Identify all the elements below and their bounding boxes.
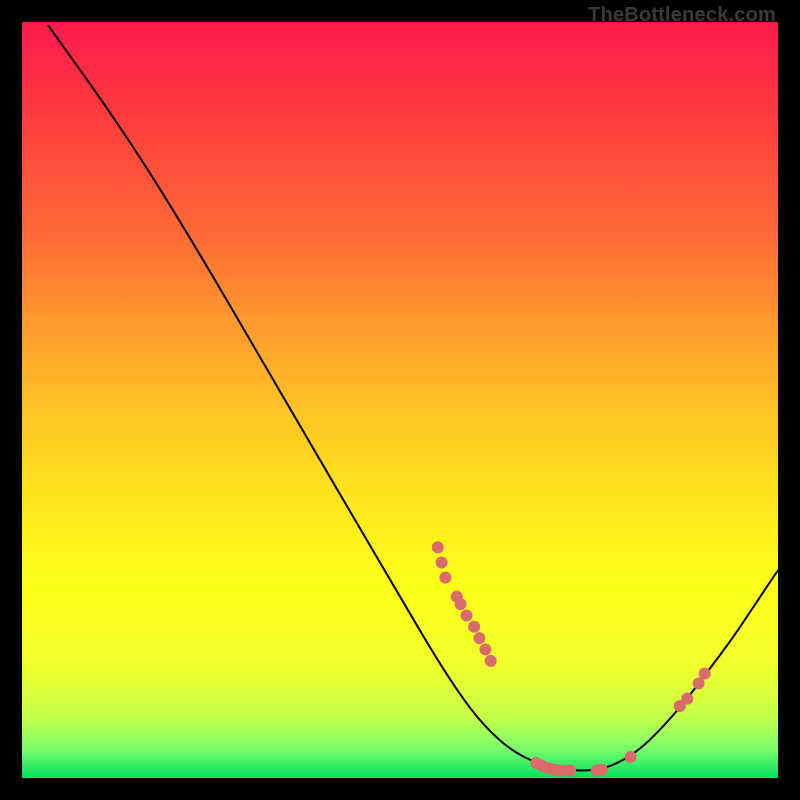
data-marker (479, 643, 491, 655)
data-marker (596, 764, 608, 776)
chart-frame (22, 22, 778, 778)
data-marker (485, 655, 497, 667)
data-marker (625, 751, 637, 763)
marker-layer (432, 541, 711, 776)
watermark-text: TheBottleneck.com (588, 4, 776, 27)
data-marker (699, 668, 711, 680)
data-marker (439, 572, 451, 584)
data-marker (461, 609, 473, 621)
data-marker (564, 764, 576, 776)
data-marker (468, 621, 480, 633)
curve-layer (48, 26, 778, 771)
bottleneck-curve-chart (22, 22, 778, 778)
data-marker (454, 598, 466, 610)
data-marker (473, 632, 485, 644)
data-marker (681, 693, 693, 705)
data-marker (432, 541, 444, 553)
curve-path (48, 26, 778, 771)
data-marker (436, 557, 448, 569)
